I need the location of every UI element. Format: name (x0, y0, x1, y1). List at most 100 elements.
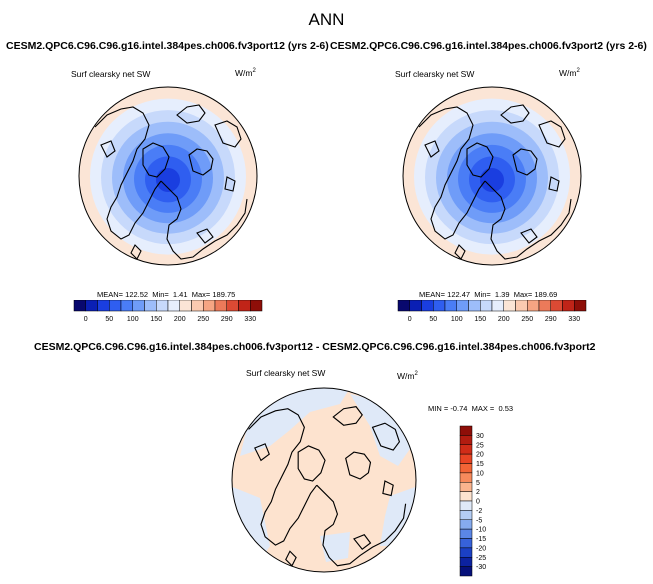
colorbar-swatch (444, 300, 457, 312)
panel1-units: W/m2 (235, 68, 256, 78)
panel3-max-value: 0.53 (498, 404, 514, 413)
colorbar-swatch (397, 300, 410, 312)
colorbar-tick-label: 25 (476, 442, 484, 449)
coastline-segment (538, 120, 566, 148)
colorbar-swatch (459, 538, 473, 549)
coastline-segment (484, 180, 572, 260)
panel1-title: CESM2.QPC6.C96.C96.g16.intel.384pes.ch00… (6, 40, 329, 52)
colorbar-tick-label: 330 (244, 316, 256, 323)
colorbar-swatch (459, 566, 473, 577)
colorbar-swatch (214, 300, 227, 312)
coastline-segment (248, 408, 318, 546)
panel2-max-label: Max= (513, 290, 533, 299)
contour-ring-0 (480, 168, 504, 192)
colorbar-swatch (503, 300, 516, 312)
colorbar-tick-label: -15 (476, 536, 486, 543)
colorbar-tick-label: 10 (476, 470, 484, 477)
colorbar-tick-label: 250 (197, 316, 209, 323)
colorbar-swatch (550, 300, 563, 312)
colorbar-swatch (491, 300, 504, 312)
panel1-map-border (78, 86, 258, 266)
colorbar-swatch (538, 300, 551, 312)
colorbar-tick-label: 100 (451, 316, 463, 323)
colorbar-swatch (459, 510, 473, 520)
colorbar-swatch (459, 435, 473, 445)
colorbar-tick-label: 0 (408, 316, 412, 323)
colorbar-swatch (468, 300, 481, 312)
panel2-mean-value: 122.47 (447, 290, 471, 299)
colorbar-swatch (421, 300, 434, 312)
colorbar-tick-label: 150 (150, 316, 162, 323)
colorbar-swatch (120, 300, 133, 312)
coastline-segment (466, 142, 494, 178)
colorbar-tick-label: 5 (476, 480, 480, 487)
colorbar-swatch (191, 300, 204, 312)
panel1-max-label: Max= (191, 290, 211, 299)
colorbar-swatch (144, 300, 157, 312)
colorbar-tick-label: 290 (221, 316, 233, 323)
coastline-segment (176, 104, 206, 124)
colorbar-swatch (459, 453, 473, 464)
colorbar-swatch (527, 300, 540, 312)
colorbar-swatch (238, 300, 251, 312)
coastline-segment (160, 180, 248, 260)
panel3-units: W/m2 (397, 371, 418, 381)
panel2-map-border (402, 86, 582, 266)
colorbar-swatch (459, 444, 473, 455)
panel2-coastlines (418, 104, 572, 260)
colorbar-swatch (459, 547, 473, 558)
figure-title: ANN (308, 10, 345, 29)
colorbar-tick-label: 330 (568, 316, 580, 323)
colorbar-swatch (459, 482, 473, 492)
colorbar-swatch (97, 300, 110, 312)
coastline-segment (353, 534, 372, 550)
colorbar-swatch (179, 300, 192, 312)
panel1-mean-label: MEAN= (97, 290, 124, 299)
panel2-units: W/m2 (559, 68, 580, 78)
colorbar-tick-label: 2 (476, 489, 480, 496)
coastline-segment (332, 406, 363, 426)
panel1-max-value: 189.75 (212, 290, 236, 299)
colorbar-swatch (156, 300, 169, 312)
colorbar-swatch (574, 300, 587, 312)
colorbar-tick-label: -20 (476, 545, 486, 552)
panel2-min-value: 1.39 (494, 290, 510, 299)
colorbar-swatch (73, 300, 86, 312)
panel3-coastlines (248, 406, 407, 567)
colorbar-tick-label: 20 (476, 452, 484, 459)
colorbar-swatch (515, 300, 528, 312)
panel2-mean-label: MEAN= (419, 290, 446, 299)
colorbar-swatch (459, 557, 473, 567)
colorbar-swatch (85, 300, 98, 312)
panel2-contour-rings (403, 87, 581, 265)
colorbar-swatch (167, 300, 180, 312)
colorbar-tick-label: -25 (476, 555, 486, 562)
colorbar-tick-label: 250 (521, 316, 533, 323)
colorbar-tick-label: 100 (127, 316, 139, 323)
coastline-segment (345, 451, 372, 480)
panel2-max-value: 189.69 (534, 290, 558, 299)
colorbar-swatch (480, 300, 493, 312)
colorbar-tick-label: -30 (476, 564, 486, 571)
coastline-segment (224, 176, 236, 192)
colorbar-swatch (456, 300, 469, 312)
colorbar-tick-label: 200 (498, 316, 510, 323)
panel1-colorbar: 0 50 100 150 200 250 290 330 (73, 300, 263, 323)
coastline-segment (254, 443, 270, 462)
panel2-map (402, 86, 582, 266)
colorbar-tick-label: -5 (476, 517, 482, 524)
colorbar-tick-label: 50 (105, 316, 113, 323)
colorbar-tick-label: 200 (174, 316, 186, 323)
panel2-colorbar: 0 50 100 150 200 250 290 330 (397, 300, 587, 323)
colorbar-swatch (132, 300, 145, 312)
panel3-map-border (231, 387, 417, 573)
panel1-stats: MEAN= 122.52 Min= 1.41 Max= 189.75 (97, 290, 235, 299)
colorbar-swatch (459, 472, 473, 483)
colorbar-tick-label: 0 (84, 316, 88, 323)
coastline-segment (500, 104, 530, 124)
colorbar-swatch (409, 300, 422, 312)
colorbar-tick-label: -10 (476, 527, 486, 534)
panel1-mean-value: 122.52 (125, 290, 149, 299)
panel3-stats: MIN = -0.74 MAX = 0.53 (428, 404, 513, 413)
panel2-stats: MEAN= 122.47 Min= 1.39 Max= 189.69 (419, 290, 557, 299)
